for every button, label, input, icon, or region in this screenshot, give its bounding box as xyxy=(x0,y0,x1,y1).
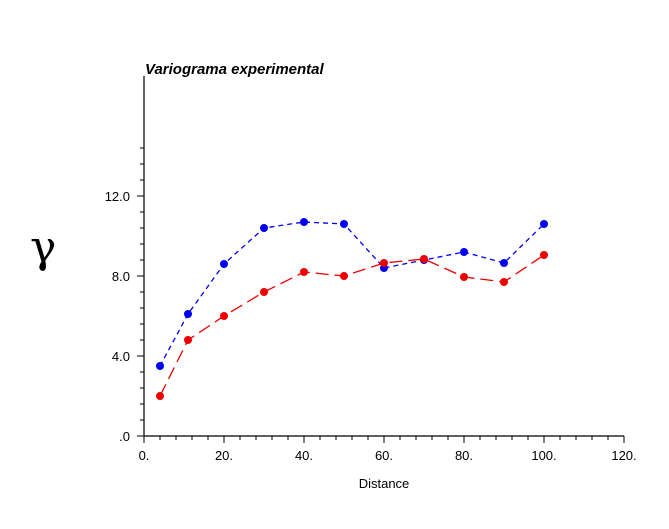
series-line xyxy=(159,221,545,367)
x-tick-label: 100. xyxy=(531,448,556,463)
y-axis-label: γ xyxy=(30,222,56,273)
x-tick-label: 120. xyxy=(611,448,636,463)
y-tick-label: 8.0 xyxy=(112,269,130,284)
data-point xyxy=(460,248,468,256)
series-layer xyxy=(156,218,548,400)
data-point xyxy=(156,392,164,400)
data-point xyxy=(340,220,348,228)
data-point xyxy=(300,268,308,276)
series-2 xyxy=(156,251,548,400)
x-tick-label: 60. xyxy=(375,448,393,463)
y-tick-label: .0 xyxy=(119,429,130,444)
data-point xyxy=(540,251,548,259)
y-tick-label: 12.0 xyxy=(105,189,130,204)
x-tick-label: 0. xyxy=(139,448,150,463)
data-point xyxy=(540,220,548,228)
data-point xyxy=(420,255,428,263)
series-line xyxy=(159,254,545,397)
data-point xyxy=(220,260,228,268)
data-point xyxy=(260,288,268,296)
data-point xyxy=(184,336,192,344)
data-point xyxy=(300,218,308,226)
x-tick-label: 20. xyxy=(215,448,233,463)
data-point xyxy=(260,224,268,232)
data-point xyxy=(380,259,388,267)
data-point xyxy=(184,310,192,318)
y-tick-label: 4.0 xyxy=(112,349,130,364)
series-1 xyxy=(156,218,548,370)
data-point xyxy=(500,278,508,286)
data-point xyxy=(340,272,348,280)
x-tick-label: 80. xyxy=(455,448,473,463)
data-point xyxy=(500,259,508,267)
axes: .0 4.0 8.0 12.0 0. 20. 40. 60. 80. 100. 120. xyxy=(105,76,637,463)
x-axis-label: Distance xyxy=(359,476,410,491)
data-point xyxy=(220,312,228,320)
data-point xyxy=(156,362,164,370)
chart-title: Variograma experimental xyxy=(145,61,325,78)
x-tick-label: 40. xyxy=(295,448,313,463)
data-point xyxy=(460,273,468,281)
